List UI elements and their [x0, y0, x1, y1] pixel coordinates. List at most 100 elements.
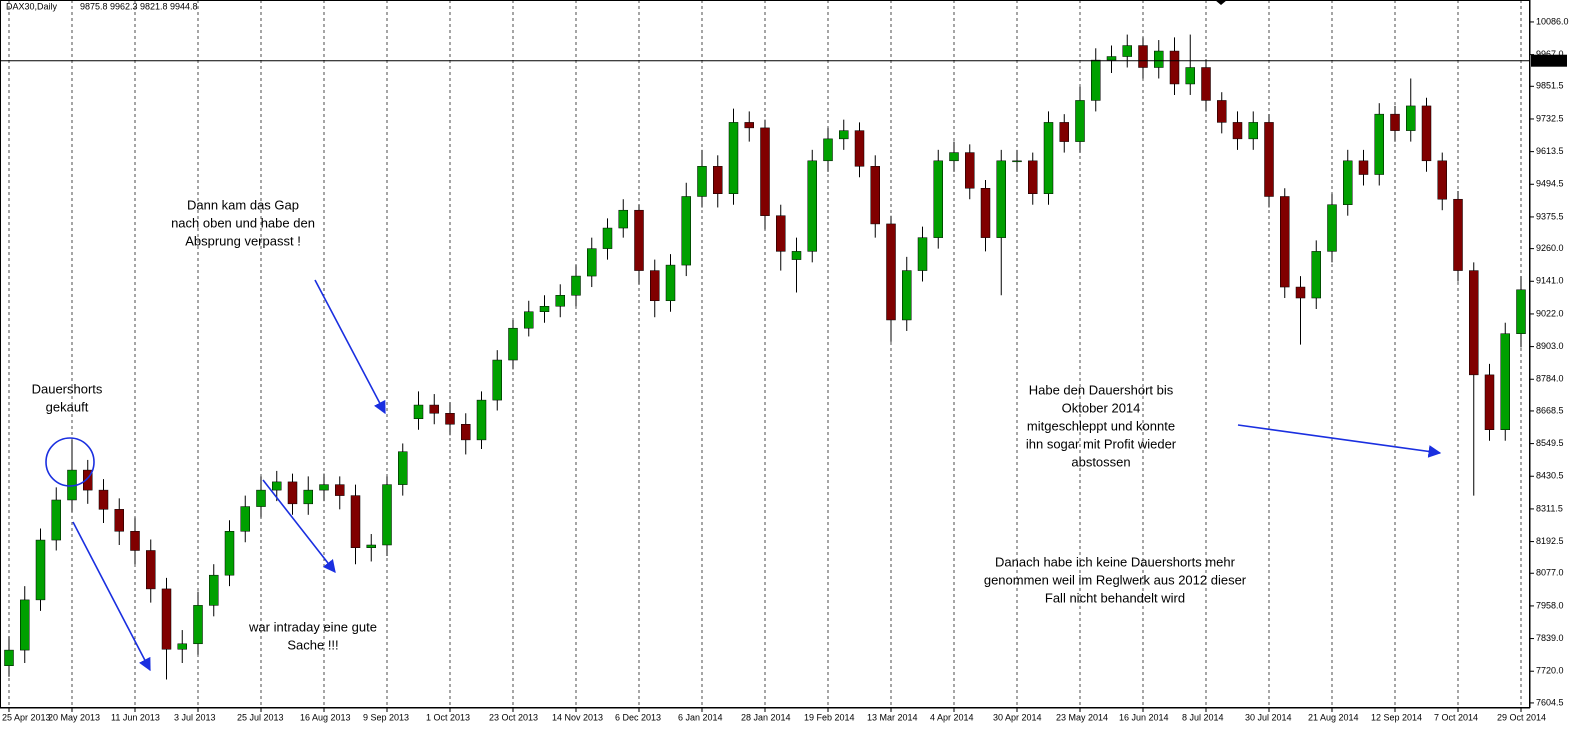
- candle-body: [760, 127, 770, 216]
- candle-body: [272, 481, 282, 491]
- y-tick-label: 9375.5: [1536, 211, 1564, 221]
- x-tick-label: 29 Oct 2014: [1497, 712, 1546, 722]
- candle-body: [4, 649, 14, 666]
- candle-body: [1091, 59, 1101, 101]
- annotation-shapes: [45, 279, 1442, 672]
- candle-body: [1343, 160, 1353, 205]
- candle-body: [335, 484, 345, 496]
- candle-body: [413, 404, 424, 420]
- candle-body: [870, 166, 880, 225]
- candle-body: [177, 643, 187, 650]
- candle-body: [965, 152, 975, 189]
- candle-body: [1311, 251, 1321, 299]
- candle-body: [114, 509, 124, 532]
- candle-body: [555, 295, 565, 307]
- y-tick-label: 9732.5: [1536, 113, 1564, 123]
- candle-body: [587, 248, 597, 277]
- candle-body: [902, 270, 912, 321]
- candle-body: [209, 574, 219, 606]
- candle-body: [1327, 204, 1337, 252]
- candle-body: [398, 451, 408, 485]
- candle-body: [539, 306, 550, 312]
- x-tick-label: 30 Apr 2014: [993, 712, 1042, 722]
- current-price-label: 9944.8: [1534, 55, 1562, 65]
- y-tick-label: 8549.5: [1536, 438, 1564, 448]
- x-tick-label: 25 Apr 2013: [2, 712, 51, 722]
- candle-body: [1232, 122, 1243, 140]
- candle-body: [1484, 374, 1495, 430]
- candle-body: [161, 588, 172, 650]
- annotation: genommen weil im Reglwerk aus 2012 diese…: [984, 572, 1247, 587]
- y-tick-label: 8903.0: [1536, 341, 1564, 351]
- y-tick-label: 9494.5: [1536, 179, 1564, 189]
- candle-body: [807, 160, 817, 252]
- x-tick-label: 25 Jul 2013: [237, 712, 284, 722]
- x-tick-label: 11 Jun 2013: [111, 712, 160, 722]
- annotation: Fall nicht behandelt wird: [1045, 590, 1185, 605]
- candle-body: [303, 489, 313, 505]
- candle-body: [602, 227, 613, 249]
- y-tick-label: 7604.5: [1536, 697, 1564, 707]
- candle-body: [1516, 289, 1526, 334]
- candle-body: [1138, 45, 1148, 68]
- candle-body: [571, 275, 581, 296]
- candle-body: [1406, 105, 1416, 131]
- x-tick-label: 16 Aug 2013: [300, 712, 351, 722]
- arrow: [1237, 424, 1442, 458]
- annotation: Dann kam das Gap: [187, 197, 299, 212]
- candle-body: [933, 160, 943, 238]
- x-tick-label: 4 Apr 2014: [930, 712, 974, 722]
- candle-body: [839, 130, 849, 140]
- candle-body: [823, 138, 833, 162]
- candle-body: [98, 489, 109, 510]
- candle-body: [1185, 67, 1195, 85]
- x-tick-label: 28 Jan 2014: [741, 712, 791, 722]
- x-tick-label: 12 Sep 2014: [1371, 712, 1422, 722]
- y-tick-label: 7958.0: [1536, 600, 1564, 610]
- candle-body: [618, 209, 628, 229]
- candle-body: [917, 237, 928, 271]
- annotation: Danach habe ich keine Dauershorts mehr: [995, 554, 1236, 569]
- y-tick-label: 7720.0: [1536, 666, 1564, 676]
- annotation: Habe den Dauershort bis: [1029, 382, 1174, 397]
- candle-body: [1169, 50, 1180, 85]
- candle-body: [681, 196, 691, 266]
- candle-body: [949, 152, 959, 162]
- candle-body: [350, 495, 361, 548]
- candle-body: [1012, 160, 1022, 163]
- annotation: Sache !!!: [287, 637, 338, 652]
- annotation: abstossen: [1071, 454, 1130, 469]
- candle-body: [1043, 122, 1054, 194]
- annotation: Dauershorts: [32, 381, 103, 396]
- candle-body: [791, 251, 802, 260]
- candle-body: [1201, 67, 1211, 101]
- header-value: 9962.3: [110, 1, 138, 11]
- candle-body: [20, 599, 30, 651]
- chart-title: DAX30,Daily: [6, 1, 58, 11]
- candle-body: [492, 359, 502, 401]
- candle-body: [461, 424, 471, 441]
- candle-body: [854, 130, 865, 167]
- x-tick-label: 8 Jul 2014: [1182, 712, 1224, 722]
- candle-body: [130, 531, 140, 551]
- candle-body: [224, 531, 235, 576]
- x-tick-label: 20 May 2013: [48, 712, 100, 722]
- y-tick-label: 9851.5: [1536, 81, 1564, 91]
- candle-body: [429, 404, 439, 414]
- candle-body: [240, 506, 250, 532]
- annotation: Oktober 2014: [1062, 400, 1141, 415]
- candle-body: [1028, 160, 1038, 194]
- candle-body: [1469, 270, 1479, 376]
- candle-body: [1390, 113, 1400, 131]
- candle-body: [287, 481, 298, 505]
- arrow: [72, 521, 151, 672]
- candle-body: [1217, 100, 1227, 123]
- candle-body: [744, 122, 754, 129]
- y-tick-label: 10086.0: [1536, 16, 1569, 26]
- candle-body: [35, 539, 46, 601]
- candle-body: [728, 122, 739, 194]
- candle-body: [1106, 56, 1117, 61]
- annotation: mitgeschleppt und konnte: [1027, 418, 1175, 433]
- candle-body: [634, 209, 644, 271]
- candle-body: [51, 499, 61, 541]
